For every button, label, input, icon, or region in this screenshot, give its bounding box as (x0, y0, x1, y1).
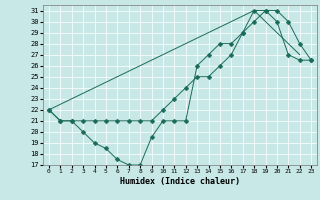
X-axis label: Humidex (Indice chaleur): Humidex (Indice chaleur) (120, 177, 240, 186)
